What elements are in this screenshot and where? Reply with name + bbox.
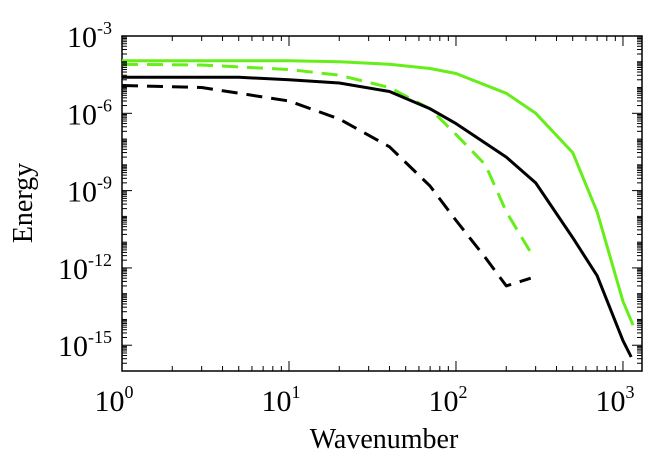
series-line-black-dashed (121, 84, 532, 288)
y-tick-label: 10-12 (58, 250, 112, 286)
y-tick-label: 10-3 (67, 18, 112, 54)
plot-area-frame (121, 35, 643, 372)
x-tick-label: 103 (595, 382, 634, 418)
series-line-black-solid (122, 75, 633, 358)
y-tick-label: 10-15 (58, 327, 112, 363)
x-tick-label: 101 (261, 382, 300, 418)
x-tick-label: 102 (428, 382, 467, 418)
series-line-green-solid (122, 59, 635, 326)
y-tick-label: 10-6 (67, 95, 112, 131)
y-axis-label: Energy (8, 163, 39, 243)
x-tick-label: 100 (95, 382, 134, 418)
labels-layer: 100 101 102 103 10-3 10-6 10-9 10-12 10-15 (58, 18, 634, 418)
x-axis-label: Wavenumber (310, 424, 459, 455)
ticks-layer (121, 35, 642, 372)
y-tick-label: 10-9 (67, 173, 112, 209)
series-layer (121, 59, 635, 358)
